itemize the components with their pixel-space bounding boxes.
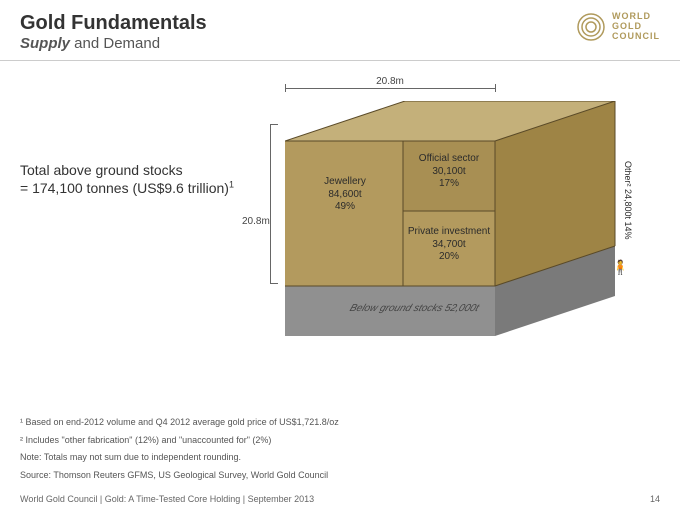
header: Gold Fundamentals Supply and Demand WORL… [0,0,680,61]
dimension-left-label: 20.8m [242,216,270,227]
block-private: Private investment 34,700t 20% [405,226,493,264]
page-number: 14 [650,494,660,504]
footer-left: World Gold Council | Gold: A Time-Tested… [20,494,314,504]
person-silhouette-icon: 🧍 [612,259,629,276]
footnote-note: Note: Totals may not sum due to independ… [20,451,339,465]
dimension-left-bracket [270,124,278,284]
summary-text: Total above ground stocks = 174,100 tonn… [20,161,234,197]
footnote-2: ² Includes "other fabrication" (12%) and… [20,434,339,448]
isometric-block: Jewellery 84,600t 49% Official sector 30… [285,101,625,376]
dimension-top-label: 20.8m [285,76,495,87]
dimension-top-line [285,88,495,89]
below-ground-label: Below ground stocks 52,000t [348,303,480,314]
summary-line-2: = 174,100 tonnes (US$9.6 trillion)1 [20,179,234,197]
footer: World Gold Council | Gold: A Time-Tested… [20,494,660,504]
wgc-logo: WORLD GOLD COUNCIL [576,12,660,42]
block-other-label: Other² 24,800t 14% [623,161,633,240]
logo-rings-icon [576,12,606,42]
footnotes: ¹ Based on end-2012 volume and Q4 2012 a… [20,416,339,486]
block-official: Official sector 30,100t 17% [405,153,493,191]
subtitle-rest: and Demand [70,35,160,52]
page-subtitle: Supply and Demand [20,35,207,52]
footnote-1: ¹ Based on end-2012 volume and Q4 2012 a… [20,416,339,430]
footnote-source: Source: Thomson Reuters GFMS, US Geologi… [20,469,339,483]
gold-front-left [285,141,403,286]
page-title: Gold Fundamentals [20,12,207,35]
block-jewellery: Jewellery 84,600t 49% [295,176,395,214]
title-block: Gold Fundamentals Supply and Demand [20,12,207,52]
logo-line-3: COUNCIL [612,32,660,42]
content-area: Total above ground stocks = 174,100 tonn… [0,61,680,441]
subtitle-bold: Supply [20,35,70,52]
cube-diagram: 20.8m 20.8m [260,76,650,386]
summary-line-1: Total above ground stocks [20,161,234,179]
logo-text: WORLD GOLD COUNCIL [612,12,660,42]
